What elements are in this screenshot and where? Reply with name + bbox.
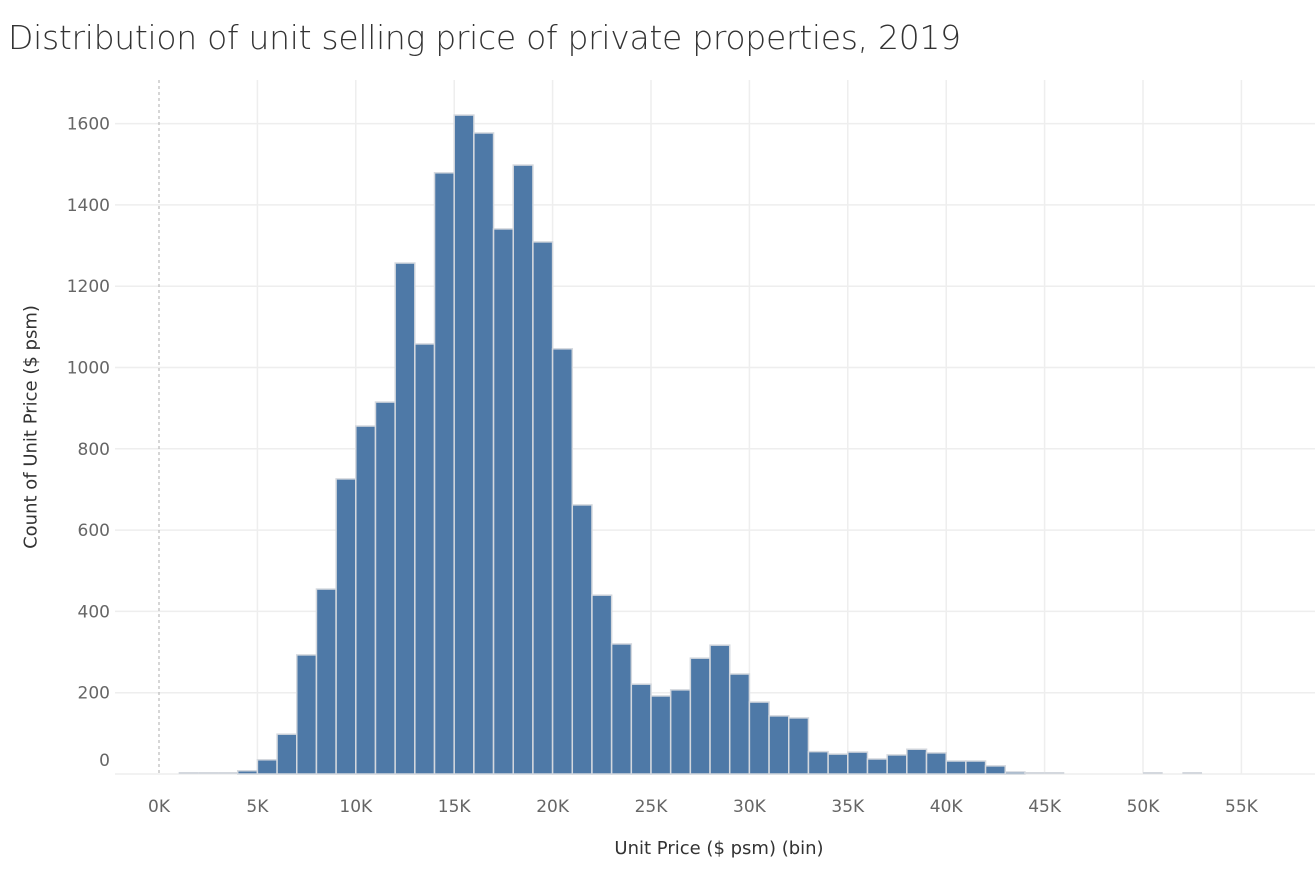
histogram-bar [512,164,534,775]
histogram-bar [414,343,436,775]
x-axis-label: Unit Price ($ psm) (bin) [614,838,824,859]
histogram-bar [571,504,593,775]
histogram-bar [315,588,337,775]
histogram-bar [394,262,416,775]
histogram-bar [748,701,770,775]
histogram-bar [650,695,672,775]
histogram-bar [198,772,219,774]
histogram-bar [669,689,692,775]
x-tick-label: 50K [1127,797,1161,817]
histogram-bar [945,760,967,775]
histogram-bar [551,348,574,775]
y-tick-label: 1000 [67,359,110,379]
x-tick-label: 5K [246,797,269,817]
histogram-bar [236,769,259,775]
histogram-bar [473,132,495,775]
histogram-bar [355,425,377,775]
x-tick-label: 45K [1028,797,1062,817]
histogram-bar [788,717,810,775]
histogram-bar [276,733,298,775]
histogram-bar [591,594,613,775]
histogram-bar [709,644,731,775]
x-tick-label: 35K [831,797,865,817]
histogram-bar [296,654,318,775]
histogram-bar [866,758,888,775]
histogram-bar [335,478,357,775]
y-tick-label: 400 [78,602,110,622]
histogram-bar [906,748,928,775]
histogram-bar [256,759,278,775]
histogram-bar [847,751,869,775]
histogram-bar [178,772,199,774]
histogram-bar [984,765,1006,775]
histogram-bar [965,760,987,775]
y-tick-label: 1400 [67,196,110,216]
y-tick-label: 800 [78,440,110,460]
histogram-bar [492,228,514,775]
histogram-bar [218,772,238,774]
histogram-bar [1182,772,1203,774]
histogram-bar [610,643,633,775]
histogram-bar [630,683,652,775]
x-tick-label: 10K [339,797,373,817]
y-tick-label: 1600 [67,115,110,135]
y-tick-label: 1200 [67,277,110,297]
histogram-bar [768,715,790,775]
histogram-bar [807,750,829,775]
y-tick-label: 0 [99,751,110,771]
chart-title: Distribution of unit selling price of pr… [8,18,961,57]
x-tick-label: 40K [930,797,964,817]
histogram-bar [1004,771,1026,775]
histogram-bar [433,172,455,775]
histogram-bar [374,401,396,775]
histogram-bar [689,657,711,775]
x-tick-label: 55K [1225,797,1259,817]
x-tick-label: 15K [438,797,472,817]
histogram-bar [827,753,849,775]
y-tick-label: 600 [78,521,110,541]
histogram-bar [1143,772,1163,774]
y-tick-label: 200 [78,684,110,704]
x-tick-label: 30K [733,797,767,817]
histogram-bar [1044,772,1065,774]
x-tick-label: 0K [148,797,171,817]
histogram-bar [532,241,554,775]
histogram-bar [925,752,947,775]
histogram-bar [1024,772,1045,774]
histogram-bar [453,114,475,775]
histogram-bar [728,673,751,775]
histogram-bar [886,754,908,775]
x-tick-label: 25K [635,797,669,817]
x-tick-label: 20K [536,797,570,817]
